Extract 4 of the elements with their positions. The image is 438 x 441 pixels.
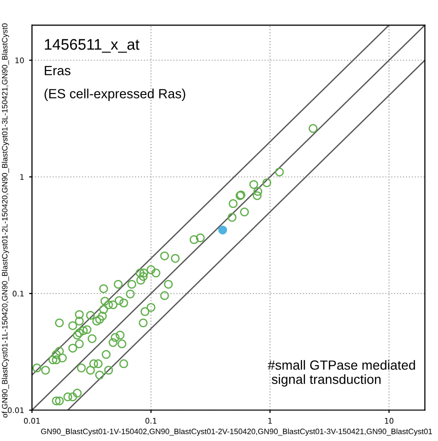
annotation: (ES cell-expressed Ras): [44, 88, 186, 101]
annotation: #small GTPase mediated signal transduction: [268, 360, 415, 387]
annotation: 1456511_x_at: [44, 39, 140, 53]
annotation: Eras: [44, 66, 70, 76]
